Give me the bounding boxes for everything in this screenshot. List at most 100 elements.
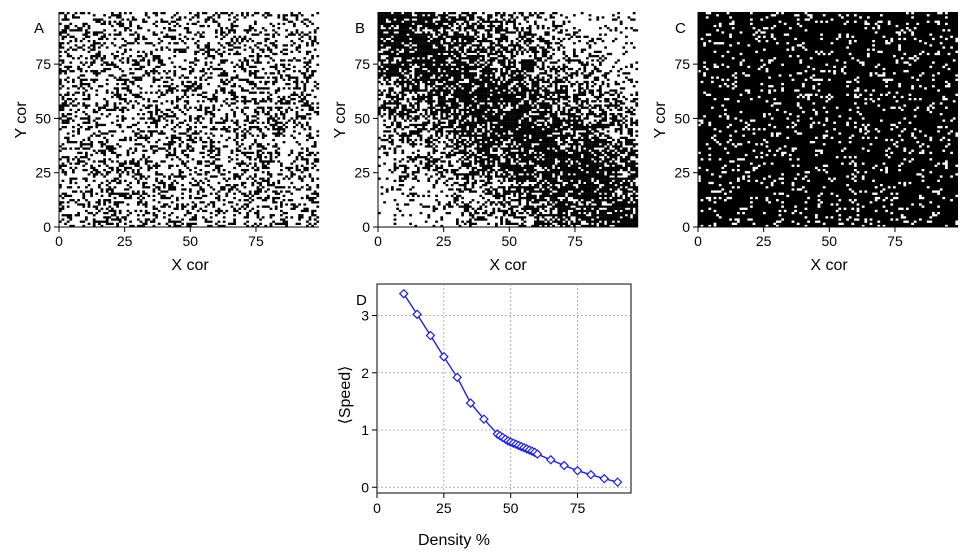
lattice-cell: [152, 117, 156, 120]
lattice-cell: [241, 134, 244, 137]
lattice-cell: [388, 42, 392, 45]
lattice-cell: [466, 89, 470, 92]
lattice-cell: [137, 37, 140, 41]
lattice-cell: [456, 89, 459, 92]
lattice-cell: [573, 52, 576, 56]
lattice-cell: [137, 160, 140, 163]
lattice-cell: [456, 87, 459, 90]
lattice-cell: [430, 39, 433, 43]
lattice-cell: [233, 85, 236, 88]
lattice-cell: [163, 203, 166, 206]
lattice-cell: [562, 37, 566, 41]
lattice-cell: [482, 76, 485, 79]
lattice-cell: [422, 33, 425, 36]
lattice-cell: [238, 149, 242, 152]
lattice-cell: [121, 98, 125, 101]
lattice-cell: [396, 46, 399, 49]
lattice-cell: [189, 190, 192, 193]
lattice-cell: [108, 205, 112, 208]
lattice-cell: [194, 203, 197, 206]
lattice-cell: [575, 55, 579, 58]
lattice-cell: [267, 205, 270, 208]
lattice-cell: [238, 78, 242, 81]
lattice-cell: [150, 113, 153, 116]
lattice-cell: [443, 76, 446, 79]
lattice-cell: [287, 186, 291, 189]
lattice-cell: [575, 72, 579, 75]
lattice-cell: [398, 22, 402, 26]
lattice-cell: [235, 119, 239, 122]
lattice-cell: [541, 52, 545, 56]
lattice-cell: [191, 37, 195, 41]
lattice-cell: [264, 196, 268, 200]
lattice-cell: [178, 121, 182, 124]
lattice-cell: [222, 87, 226, 90]
lattice-cell: [173, 115, 177, 118]
lattice-cell: [155, 104, 158, 107]
lattice-cell: [100, 224, 104, 228]
lattice-cell: [388, 29, 392, 32]
lattice-cell: [492, 76, 496, 79]
lattice-cell: [552, 35, 555, 38]
lattice-cell: [298, 222, 301, 225]
lattice-cell: [246, 216, 249, 219]
lattice-cell: [160, 205, 164, 208]
lattice-cell: [72, 125, 75, 129]
lattice-cell: [241, 87, 244, 90]
lattice-cell: [456, 85, 459, 88]
lattice-cell: [66, 160, 70, 163]
lattice-cell: [601, 55, 605, 58]
lattice-cell: [189, 211, 192, 215]
lattice-cell: [142, 18, 145, 21]
lattice-cell: [591, 72, 594, 75]
lattice-cell: [79, 27, 83, 30]
lattice-cell: [168, 22, 171, 26]
lattice-cell: [313, 80, 317, 84]
lattice-cell: [515, 89, 519, 92]
lattice-cell: [261, 27, 265, 30]
lattice-cell: [95, 201, 99, 204]
lattice-cell: [137, 224, 140, 228]
lattice-cell: [269, 65, 273, 69]
lattice-cell: [562, 46, 566, 49]
lattice-cell: [90, 70, 93, 73]
lattice-cell: [406, 85, 410, 88]
lattice-cell: [267, 181, 270, 185]
lattice-cell: [152, 100, 156, 103]
lattice-cell: [599, 87, 602, 90]
lattice-cell: [246, 203, 249, 206]
lattice-cell: [98, 106, 101, 109]
lattice-cell: [100, 220, 104, 223]
lattice-cell: [248, 100, 252, 103]
lattice-cell: [157, 85, 161, 88]
lattice-cell: [427, 52, 431, 56]
lattice-cell: [230, 39, 234, 43]
lattice-cell: [225, 119, 229, 122]
lattice-cell: [126, 59, 130, 62]
lattice-cell: [474, 50, 477, 53]
lattice-cell: [264, 44, 268, 47]
lattice-cell: [298, 203, 301, 206]
lattice-cell: [393, 46, 397, 49]
lattice-cell: [199, 168, 203, 172]
lattice-cell: [471, 16, 475, 19]
lattice-cell: [380, 39, 384, 43]
lattice-cell: [241, 14, 244, 17]
lattice-cell: [82, 104, 86, 107]
lattice-cell: [116, 171, 119, 174]
lattice-cell: [437, 87, 441, 90]
lattice-cell: [463, 74, 467, 77]
lattice-cell: [630, 27, 633, 30]
lattice-cell: [604, 91, 607, 94]
lattice-cell: [111, 42, 114, 45]
lattice-cell: [458, 48, 462, 51]
lattice-cell: [256, 205, 260, 208]
lattice-cell: [316, 130, 320, 133]
lattice-cell: [619, 87, 623, 90]
lattice-cell: [139, 173, 143, 176]
lattice-cell: [186, 80, 190, 84]
lattice-cell: [168, 70, 171, 73]
lattice-cell: [552, 61, 555, 64]
lattice-cell: [64, 31, 67, 34]
lattice-cell: [61, 196, 65, 200]
